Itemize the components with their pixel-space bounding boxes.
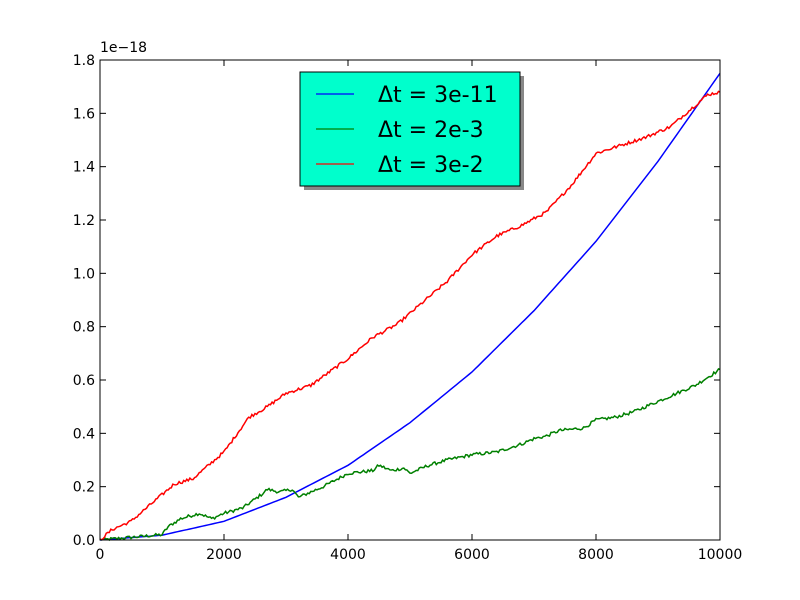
y-tick-label: 0.6 bbox=[73, 373, 95, 389]
plot-frame bbox=[99, 59, 721, 541]
y-tick-label: 1.0 bbox=[73, 266, 95, 282]
x-tick-label: 10000 bbox=[698, 547, 743, 563]
legend: Δt = 3e-11 Δt = 2e-3 Δt = 3e-2 bbox=[299, 71, 524, 190]
y-tick-label: 1.4 bbox=[73, 160, 95, 176]
y-tick-label: 0.8 bbox=[73, 320, 95, 336]
legend-label: Δt = 3e-11 bbox=[378, 83, 498, 108]
y-offset-label: 1e−18 bbox=[100, 40, 147, 56]
y-tick-label: 0.4 bbox=[73, 426, 95, 442]
y-tick-label: 1.2 bbox=[73, 213, 95, 229]
y-tick-label: 1.8 bbox=[73, 53, 95, 69]
y-tick-label: 0.2 bbox=[73, 480, 95, 496]
series-line-1 bbox=[99, 72, 721, 541]
y-tick-label: 1.6 bbox=[73, 106, 95, 122]
x-tick-label: 0 bbox=[96, 547, 105, 563]
x-tick-label: 8000 bbox=[578, 547, 614, 563]
legend-label: Δt = 2e-3 bbox=[378, 118, 484, 143]
x-tick-label: 6000 bbox=[454, 547, 490, 563]
x-tick-label: 2000 bbox=[206, 547, 242, 563]
legend-label: Δt = 3e-2 bbox=[378, 153, 484, 178]
x-tick-label: 4000 bbox=[330, 547, 366, 563]
series-layer bbox=[99, 72, 721, 542]
ticks-layer: 0 2000 4000 6000 8000 10000 0.0 0.2 0.4 0.6 0.8 1.0… bbox=[73, 53, 743, 563]
y-tick-label: 0.0 bbox=[73, 533, 95, 549]
series-line-2 bbox=[99, 368, 721, 542]
series-line-3 bbox=[99, 90, 721, 541]
